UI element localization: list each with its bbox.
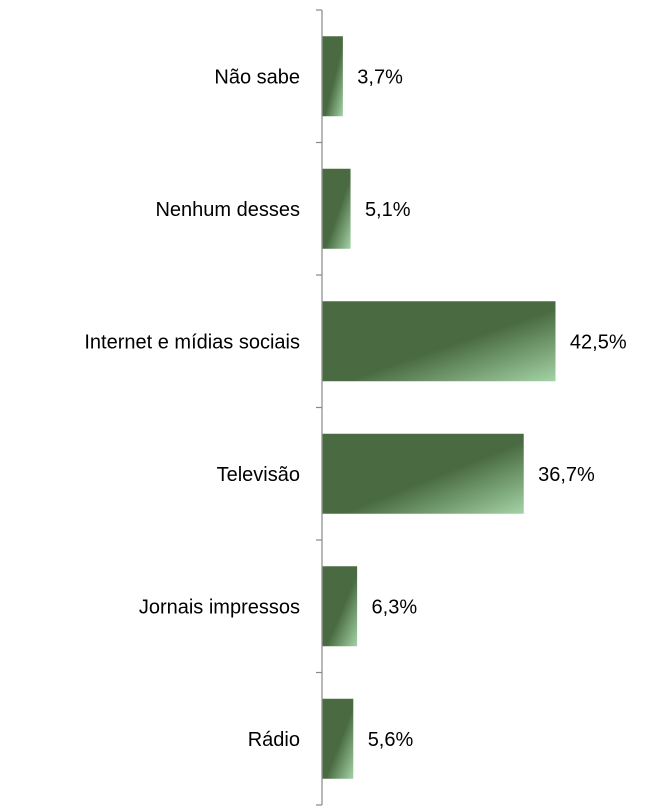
- bar: [322, 168, 351, 249]
- category-axis: [316, 9, 323, 806]
- category-label: Nenhum desses: [155, 199, 300, 221]
- data-label: 3,7%: [357, 66, 403, 88]
- bar: [322, 433, 524, 514]
- data-label: 5,1%: [365, 199, 411, 221]
- bar: [322, 698, 354, 779]
- data-label: 42,5%: [570, 331, 627, 353]
- category-label: Não sabe: [214, 66, 300, 88]
- labels: Não sabe 3,7% Nenhum desses 5,1% Internet e …: [84, 66, 626, 751]
- data-label: 6,3%: [372, 596, 418, 618]
- category-label: Televisão: [217, 464, 300, 486]
- data-label: 5,6%: [368, 729, 414, 751]
- category-label: Internet e mídias sociais: [84, 331, 300, 353]
- category-label: Jornais impressos: [139, 596, 300, 618]
- bar: [322, 566, 358, 647]
- data-label: 36,7%: [538, 464, 595, 486]
- category-label: Rádio: [248, 729, 300, 751]
- bar: [322, 36, 343, 117]
- bars: [322, 36, 556, 779]
- bar: [322, 301, 556, 382]
